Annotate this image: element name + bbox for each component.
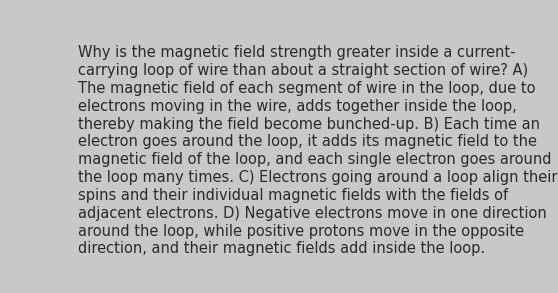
Text: spins and their individual magnetic fields with the fields of: spins and their individual magnetic fiel… <box>78 188 508 203</box>
Text: adjacent electrons. D) Negative electrons move in one direction: adjacent electrons. D) Negative electron… <box>78 206 546 221</box>
Text: carrying loop of wire than about a straight section of wire? A): carrying loop of wire than about a strai… <box>78 63 528 78</box>
Text: magnetic field of the loop, and each single electron goes around: magnetic field of the loop, and each sin… <box>78 152 551 167</box>
Text: thereby making the field become bunched-up. B) Each time an: thereby making the field become bunched-… <box>78 117 540 132</box>
Text: around the loop, while positive protons move in the opposite: around the loop, while positive protons … <box>78 224 523 239</box>
Text: Why is the magnetic field strength greater inside a current-: Why is the magnetic field strength great… <box>78 45 515 60</box>
Text: the loop many times. C) Electrons going around a loop align their: the loop many times. C) Electrons going … <box>78 170 557 185</box>
Text: electron goes around the loop, it adds its magnetic field to the: electron goes around the loop, it adds i… <box>78 134 537 149</box>
Text: The magnetic field of each segment of wire in the loop, due to: The magnetic field of each segment of wi… <box>78 81 535 96</box>
Text: electrons moving in the wire, adds together inside the loop,: electrons moving in the wire, adds toget… <box>78 99 516 114</box>
Text: direction, and their magnetic fields add inside the loop.: direction, and their magnetic fields add… <box>78 241 485 256</box>
